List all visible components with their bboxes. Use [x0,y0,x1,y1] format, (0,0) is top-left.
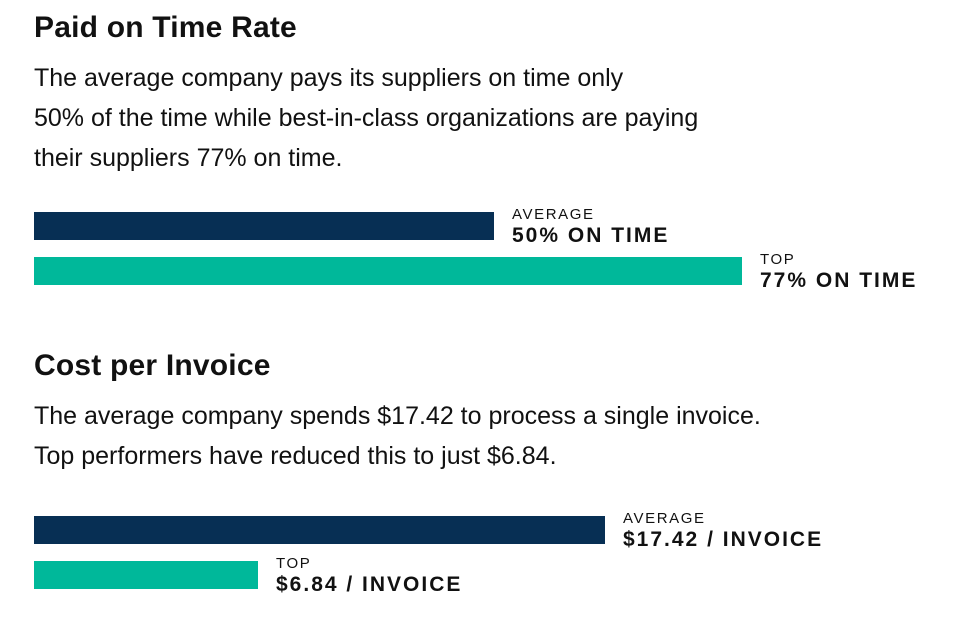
bar-value-label: 77% ON TIME [760,269,918,292]
description-line: The average company spends $17.42 to pro… [34,402,761,430]
bar-value-label: 50% ON TIME [512,224,670,247]
paid-on-time-bar-chart: AVERAGE 50% ON TIME TOP 77% ON TIME [34,206,954,300]
section-title: Cost per Invoice [34,349,271,382]
description-line: their suppliers 77% on time. [34,144,343,172]
description-line: The average company pays its suppliers o… [34,64,624,92]
bar-top [34,561,258,589]
bar-label-top: TOP 77% ON TIME [760,251,917,294]
cost-per-invoice-bar-chart: AVERAGE $17.42 / INVOICE TOP $6.84 / INVOIC… [34,510,954,604]
bar-label-top: TOP $6.84 / INVOICE [276,555,462,598]
bar-average [34,212,494,240]
bar-category-label: TOP [276,555,312,572]
paid-on-time-section: Paid on Time Rate The average company pa… [34,8,954,292]
section-title: Paid on Time Rate [34,11,297,44]
bar-average [34,516,605,544]
bar-label-average: AVERAGE $17.42 / INVOICE [623,510,823,553]
description-line: Top performers have reduced this to just… [34,442,557,470]
bar-top [34,257,742,285]
section-description: The average company spends $17.42 to pro… [34,396,914,476]
bar-category-label: TOP [760,251,796,268]
bar-category-label: AVERAGE [512,206,595,223]
section-description: The average company pays its suppliers o… [34,58,914,178]
cost-per-invoice-section: Cost per Invoice The average company spe… [34,346,954,596]
bar-category-label: AVERAGE [623,510,706,527]
bar-value-label: $6.84 / INVOICE [276,573,463,596]
description-line: 50% of the time while best-in-class orga… [34,104,699,132]
bar-value-label: $17.42 / INVOICE [623,528,824,551]
bar-label-average: AVERAGE 50% ON TIME [512,206,669,249]
